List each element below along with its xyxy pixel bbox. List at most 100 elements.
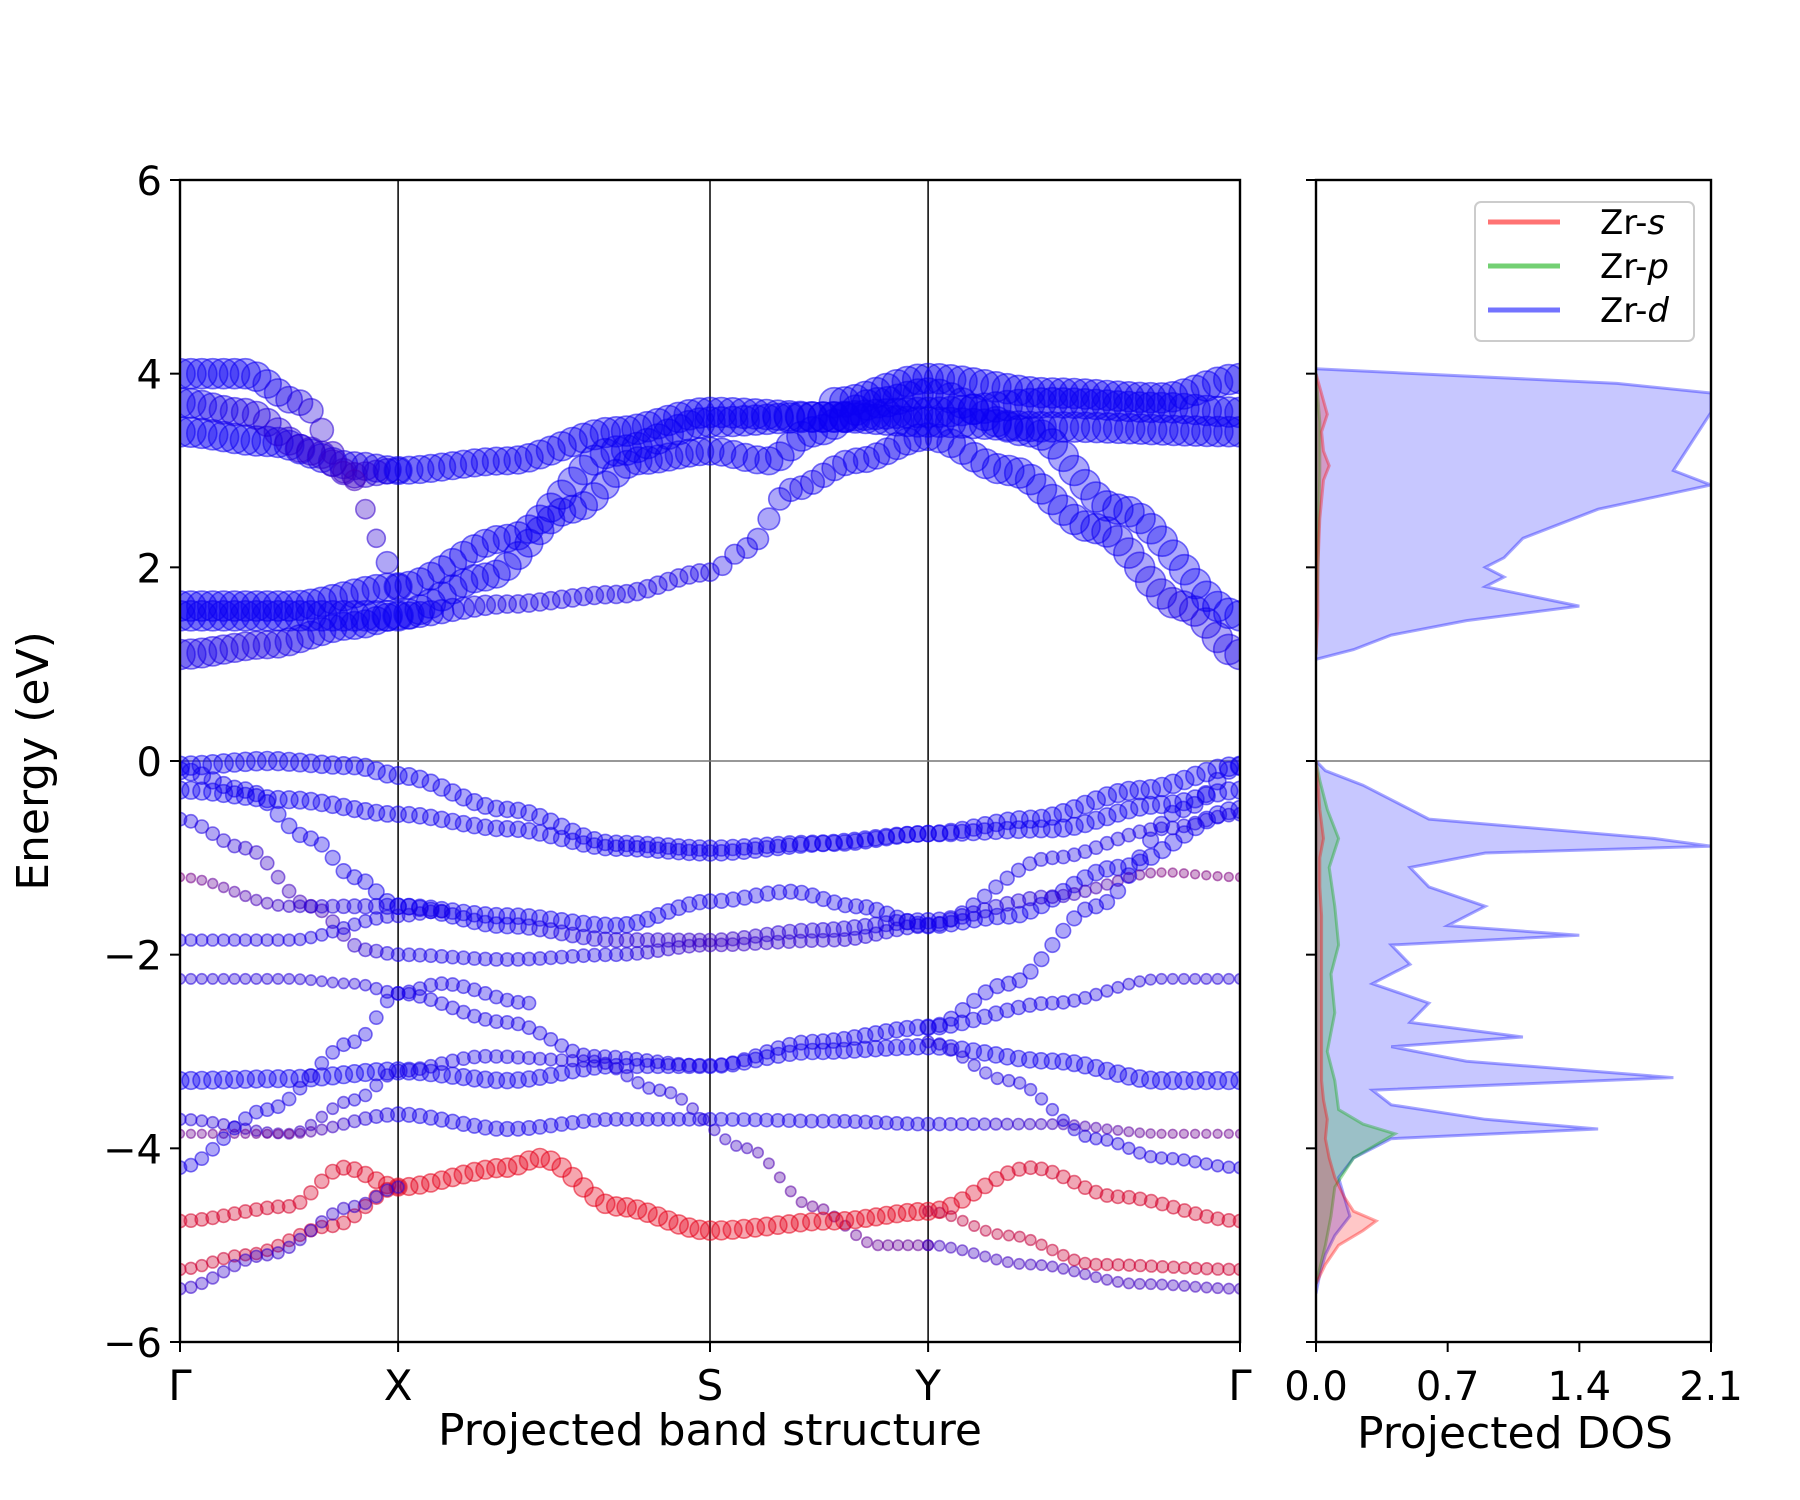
band-point bbox=[1152, 815, 1171, 834]
band-point bbox=[1080, 411, 1113, 444]
band-point bbox=[184, 972, 197, 985]
band-point bbox=[1176, 818, 1192, 834]
band-point bbox=[443, 783, 462, 802]
band-point bbox=[251, 590, 284, 622]
band-point bbox=[456, 1051, 471, 1066]
band-point bbox=[1132, 824, 1148, 840]
band-point bbox=[466, 982, 482, 998]
band-point bbox=[336, 1201, 351, 1216]
band-point bbox=[195, 933, 209, 947]
band-point bbox=[1134, 1127, 1146, 1139]
band-point bbox=[218, 590, 251, 622]
band-point bbox=[510, 952, 526, 967]
dos-x-tick-label: 1.4 bbox=[1548, 1364, 1612, 1410]
band-point bbox=[657, 1210, 679, 1231]
band-point bbox=[1075, 1056, 1095, 1075]
band-point bbox=[184, 1261, 198, 1276]
band-point bbox=[1134, 565, 1167, 598]
band-point bbox=[237, 1111, 253, 1127]
band-point bbox=[412, 906, 428, 921]
band-point bbox=[238, 933, 253, 947]
band-point bbox=[1087, 863, 1105, 882]
band-point bbox=[432, 810, 451, 829]
band-point bbox=[196, 590, 229, 622]
band-point bbox=[640, 1111, 655, 1127]
band-point bbox=[1055, 922, 1072, 939]
band-point bbox=[1055, 849, 1071, 865]
band-point bbox=[956, 1244, 969, 1257]
band-point bbox=[1002, 410, 1035, 442]
band-point bbox=[499, 1049, 515, 1065]
band-point bbox=[1067, 1122, 1081, 1137]
band-point bbox=[250, 972, 263, 985]
band-point bbox=[305, 1126, 317, 1138]
band-point bbox=[587, 1054, 602, 1068]
band-point bbox=[1036, 377, 1069, 409]
band-point bbox=[750, 398, 783, 431]
legend-label-d: Zr-d bbox=[1600, 291, 1669, 331]
band-point bbox=[1177, 1203, 1192, 1218]
band-point bbox=[1065, 1054, 1084, 1073]
band-point bbox=[597, 1112, 613, 1128]
band-point bbox=[1002, 1073, 1016, 1088]
band-point bbox=[621, 413, 653, 446]
band-point bbox=[1033, 951, 1050, 968]
band-point bbox=[1022, 963, 1039, 980]
band-point bbox=[358, 913, 373, 929]
band-point bbox=[650, 1111, 666, 1127]
band-point bbox=[1001, 1256, 1014, 1269]
band-point bbox=[390, 986, 406, 1001]
band-point bbox=[186, 357, 218, 390]
band-point bbox=[991, 409, 1024, 442]
band-point bbox=[1224, 416, 1240, 448]
band-point bbox=[259, 1200, 275, 1216]
band-point bbox=[945, 1210, 958, 1223]
band-point bbox=[520, 821, 538, 840]
band-point bbox=[824, 1211, 844, 1231]
band-point bbox=[1002, 374, 1035, 407]
band-point bbox=[1219, 761, 1239, 780]
band-point bbox=[272, 972, 285, 985]
dos-x-axis-label: Projected DOS bbox=[1357, 1408, 1673, 1459]
dos-line-d bbox=[1316, 367, 1711, 661]
band-point bbox=[908, 1201, 928, 1222]
band-point bbox=[1036, 428, 1069, 460]
band-point bbox=[1033, 996, 1049, 1012]
band-point bbox=[933, 1239, 946, 1252]
band-point bbox=[1169, 414, 1201, 447]
legend-label-p: Zr-p bbox=[1600, 247, 1669, 287]
band-point bbox=[466, 951, 482, 966]
dos-line-p bbox=[1316, 373, 1322, 655]
band-point bbox=[1023, 1160, 1038, 1176]
band-point bbox=[631, 1075, 645, 1090]
band-point bbox=[260, 933, 274, 947]
band-point bbox=[681, 932, 697, 948]
band-point bbox=[248, 1104, 264, 1120]
band-point bbox=[206, 933, 220, 947]
band-point bbox=[1167, 1279, 1180, 1292]
band-point bbox=[1177, 972, 1190, 985]
band-point bbox=[705, 396, 738, 429]
band-point bbox=[1046, 1118, 1059, 1131]
band-point bbox=[206, 1271, 220, 1285]
band-point bbox=[293, 932, 307, 947]
band-point bbox=[369, 1190, 383, 1204]
band-point bbox=[1100, 878, 1114, 891]
band-point bbox=[858, 1114, 873, 1130]
band-point bbox=[423, 977, 439, 993]
band-point bbox=[296, 620, 326, 650]
band-point bbox=[554, 949, 570, 965]
band-point bbox=[1023, 1082, 1038, 1097]
band-point bbox=[1132, 1146, 1147, 1160]
band-point bbox=[1044, 936, 1061, 954]
band-point bbox=[203, 1070, 223, 1090]
band-point bbox=[747, 928, 764, 944]
band-point bbox=[216, 933, 231, 947]
band-point bbox=[224, 752, 245, 773]
band-point bbox=[357, 1026, 373, 1042]
band-point bbox=[270, 1099, 286, 1115]
band-point bbox=[1086, 790, 1107, 811]
band-point bbox=[465, 792, 484, 812]
band-point bbox=[203, 771, 222, 790]
band-point bbox=[271, 1246, 285, 1260]
